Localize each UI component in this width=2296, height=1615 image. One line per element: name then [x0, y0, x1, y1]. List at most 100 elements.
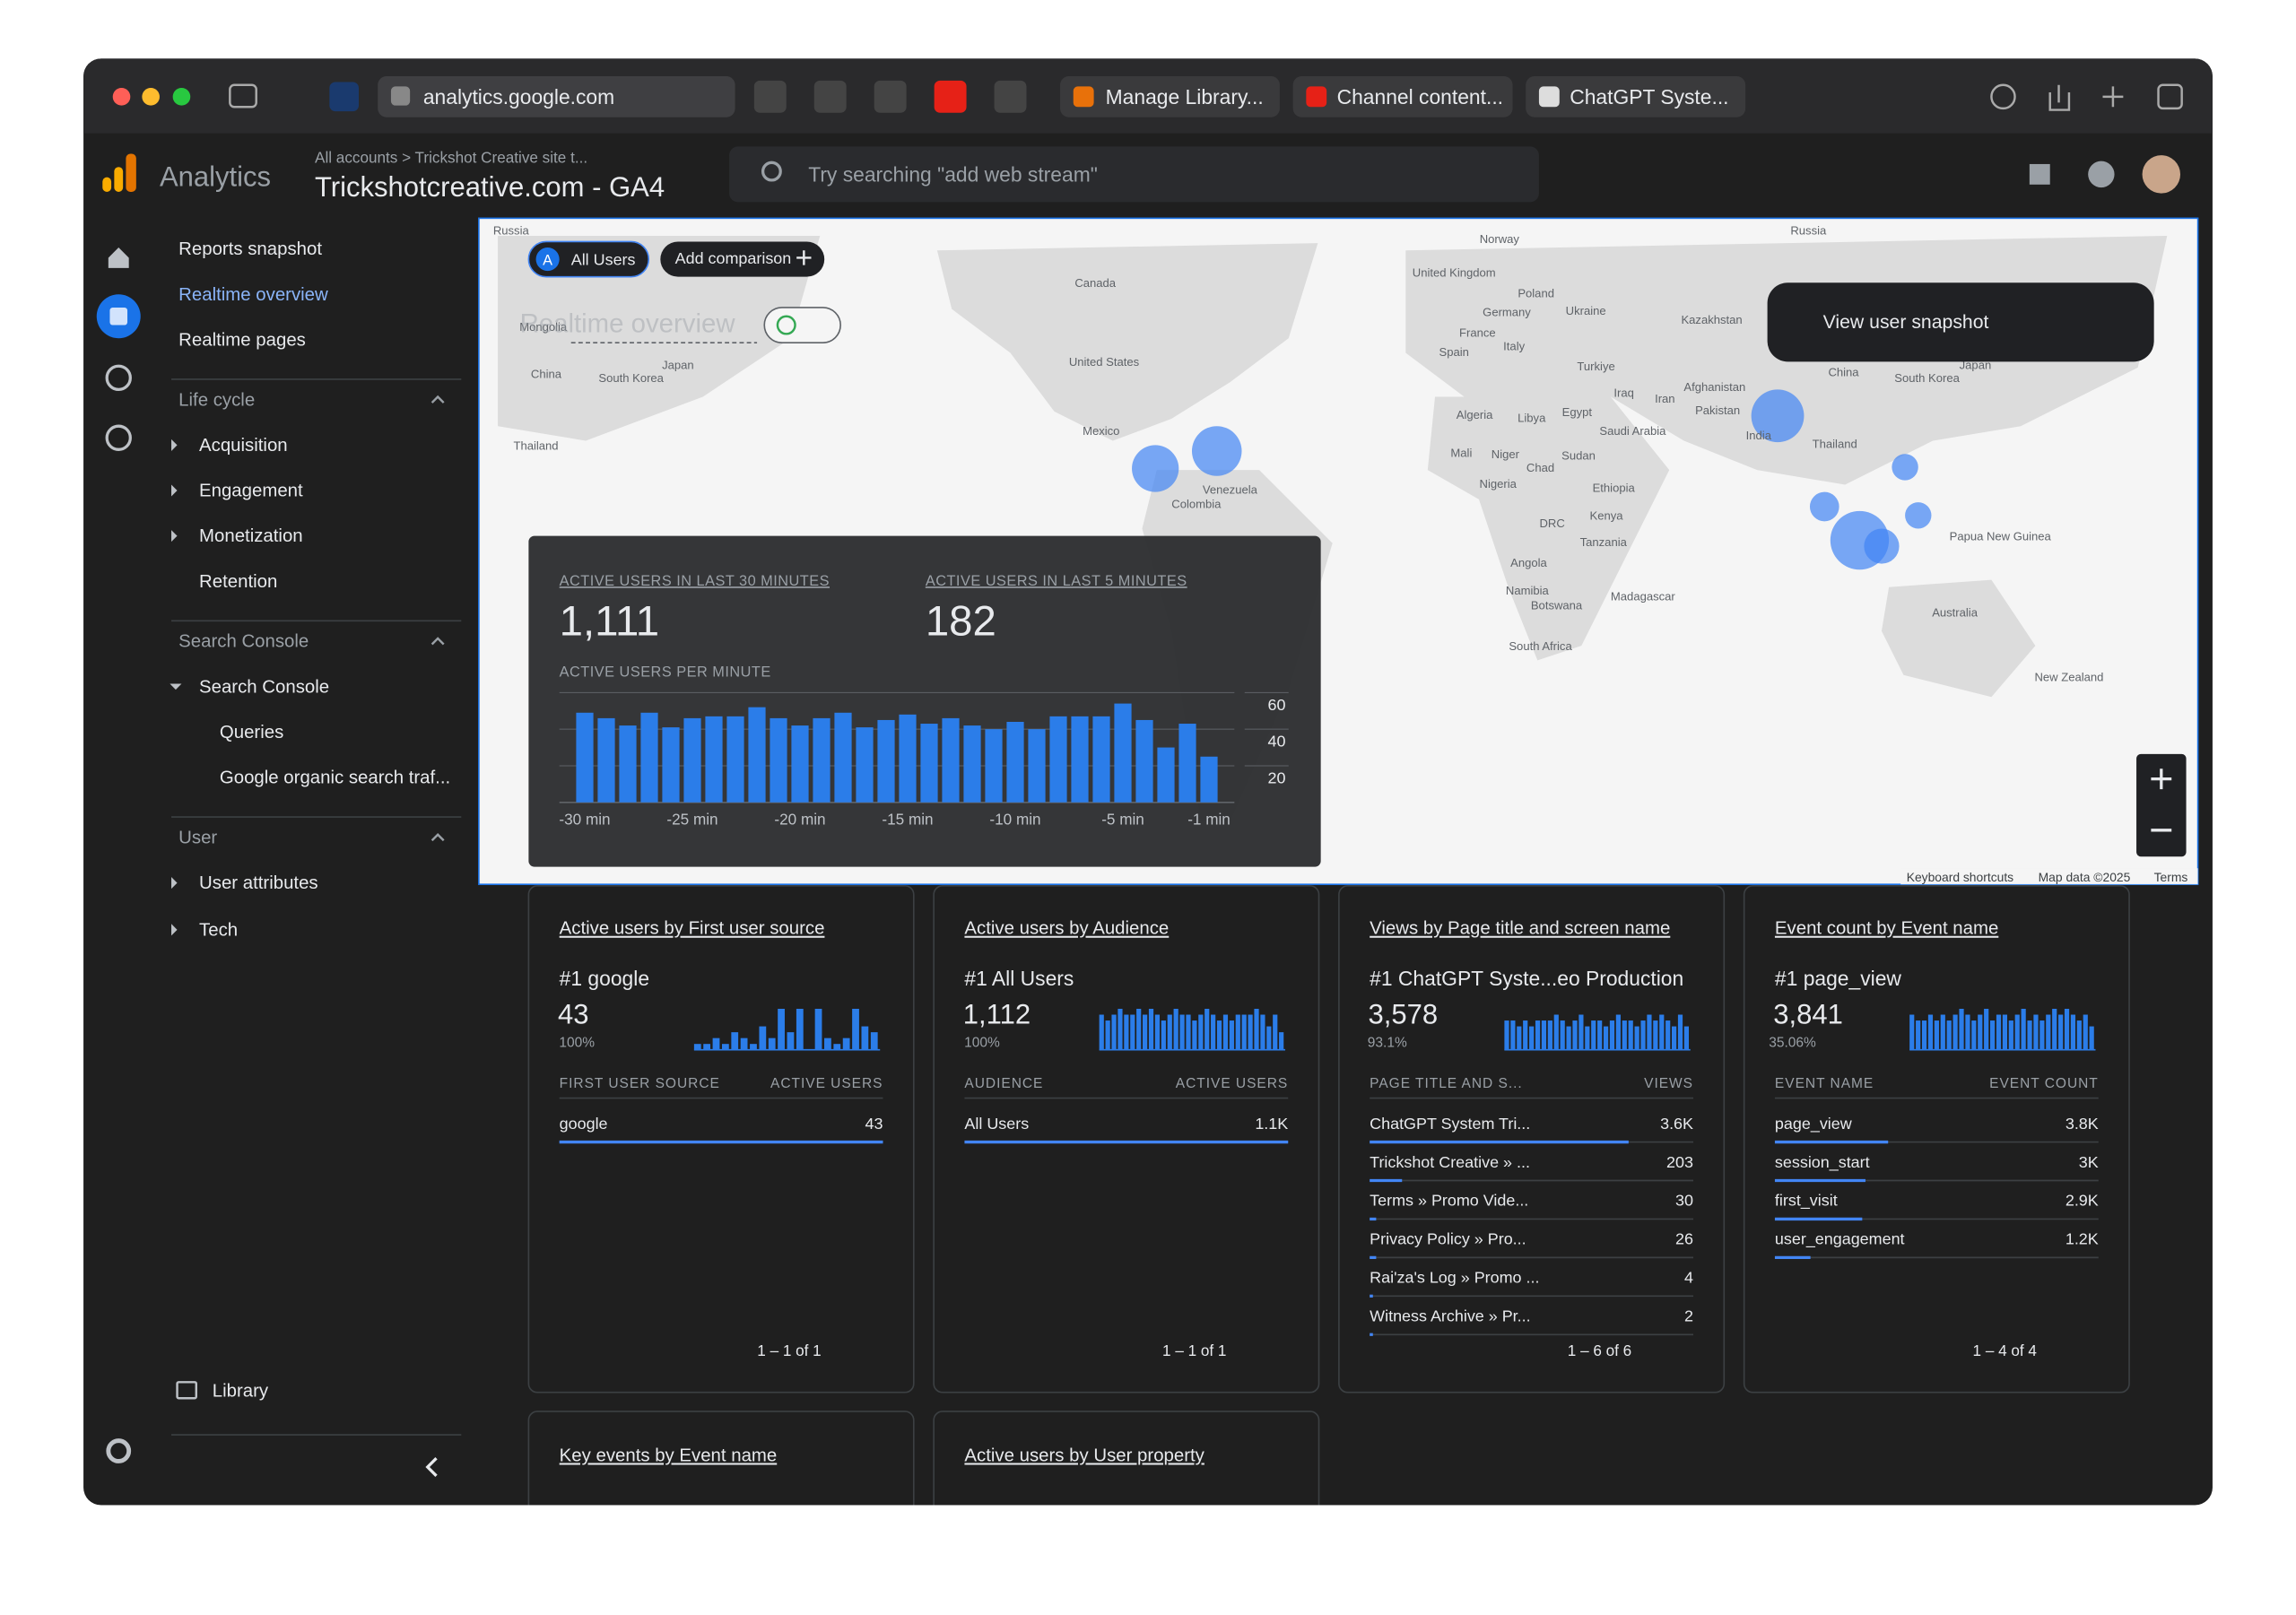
nav-item[interactable]: Google organic search traf... — [220, 768, 450, 788]
x-tick-label: -1 min — [1187, 810, 1231, 828]
nav-item[interactable]: Monetization — [199, 526, 303, 546]
row-label: google — [560, 1115, 608, 1133]
search-box[interactable] — [729, 146, 1539, 203]
url-text: analytics.google.com — [423, 85, 614, 109]
bar — [640, 712, 658, 803]
add-comparison-chip[interactable] — [660, 241, 825, 277]
row-label: All Users — [964, 1115, 1029, 1133]
nav-item[interactable]: Realtime overview — [178, 285, 328, 305]
map-footer[interactable]: Map data ©2025 — [2039, 870, 2131, 884]
close-button[interactable] — [112, 88, 131, 106]
tab-icon[interactable] — [329, 82, 359, 112]
top-value: 43 — [558, 998, 589, 1029]
avatar[interactable] — [2142, 155, 2181, 194]
nav-item[interactable]: Acquisition — [199, 436, 288, 456]
download-icon[interactable] — [1990, 83, 2016, 110]
card-title[interactable]: Active users by User property — [964, 1446, 1205, 1465]
nav-item[interactable]: Library — [213, 1382, 269, 1402]
sparkline-bar — [1273, 1014, 1278, 1050]
pinned-tab[interactable] — [874, 80, 907, 113]
map-label: Thailand — [1813, 438, 1857, 451]
apps-icon[interactable] — [2029, 163, 2050, 185]
column-header: ACTIVE USERS — [1176, 1076, 1288, 1091]
bar — [1049, 716, 1067, 803]
settings-icon[interactable] — [106, 1438, 132, 1463]
tab[interactable] — [1526, 75, 1746, 117]
row-label: Privacy Policy » Pro... — [1370, 1230, 1526, 1248]
card-title[interactable]: Active users by First user source — [560, 919, 825, 939]
sparkline-bar — [2064, 1008, 2070, 1050]
sparkline-bar — [1671, 1026, 1677, 1050]
chip-text[interactable]: Add comparison — [675, 249, 792, 267]
zoom-controls[interactable] — [2136, 753, 2187, 857]
expand-caret — [170, 683, 182, 690]
expand-caret — [171, 530, 178, 543]
chip-text[interactable]: All Users — [571, 251, 636, 269]
pinned-tab[interactable] — [753, 80, 787, 113]
sparkline-bar — [861, 1026, 869, 1050]
bar — [662, 727, 680, 803]
tab-title[interactable]: ChatGPT Syste... — [1570, 85, 1728, 109]
sparkline-bar — [2083, 1014, 2088, 1050]
nav-item[interactable]: Reports snapshot — [178, 239, 322, 259]
breadcrumb[interactable]: All accounts > Trickshot Creative site t… — [315, 148, 587, 166]
tab-title[interactable]: Manage Library... — [1106, 85, 1264, 109]
pinned-tab[interactable] — [994, 80, 1027, 113]
sparkline-bar — [852, 1008, 859, 1050]
audience-chip[interactable] — [527, 240, 650, 278]
tab-title[interactable]: Channel content... — [1337, 85, 1503, 109]
nav-item[interactable]: Realtime pages — [178, 330, 306, 350]
sparkline-bar — [1578, 1014, 1584, 1050]
explore-icon[interactable] — [105, 364, 132, 392]
expand-caret — [171, 877, 178, 890]
row-label: first_visit — [1775, 1192, 1838, 1211]
pinned-tab[interactable] — [934, 80, 967, 113]
x-tick-label: -10 min — [989, 810, 1040, 828]
minimize-button[interactable] — [142, 88, 160, 106]
map-footer[interactable]: Keyboard shortcuts — [1907, 870, 2013, 884]
nav-section[interactable]: Life cycle — [178, 390, 255, 410]
sparkline-bar — [1529, 1026, 1535, 1050]
nav-item[interactable]: Tech — [199, 920, 238, 940]
card-title[interactable]: Views by Page title and screen name — [1370, 919, 1670, 939]
sparkline-bar — [1222, 1014, 1229, 1050]
status-chip[interactable] — [763, 307, 841, 343]
property-selector[interactable]: Trickshotcreative.com - GA4 — [315, 171, 665, 203]
sparkline-bar — [2014, 1014, 2020, 1050]
new-tab-icon[interactable] — [2102, 86, 2124, 108]
zoom-button[interactable] — [172, 88, 191, 106]
tabs-icon[interactable] — [2157, 83, 2183, 110]
nav-item[interactable]: User attributes — [199, 873, 318, 893]
map-label: China — [1828, 366, 1859, 379]
url-bar[interactable] — [378, 75, 735, 117]
map-footer[interactable]: Terms — [2154, 870, 2188, 884]
nav-item[interactable]: Queries — [220, 723, 283, 742]
tab[interactable] — [1292, 75, 1513, 117]
sidebar-icon[interactable] — [229, 83, 257, 109]
card-title[interactable]: Event count by Event name — [1775, 919, 1998, 939]
sparkline-bar — [1659, 1014, 1665, 1050]
home-icon[interactable] — [108, 247, 129, 268]
nav-section[interactable]: Search Console — [178, 632, 309, 652]
toolbar-button[interactable]: View user snapshot — [1823, 312, 1989, 333]
sparkline-bar — [1984, 1008, 1989, 1050]
row-label: Rai'za's Log » Promo ... — [1370, 1269, 1539, 1287]
sparkline-bar — [1952, 1014, 1958, 1050]
map-label: Egypt — [1562, 405, 1593, 419]
pinned-tab[interactable] — [813, 80, 847, 113]
nav-item[interactable]: Retention — [199, 572, 277, 592]
card-title[interactable]: Key events by Event name — [560, 1446, 778, 1465]
bar — [683, 717, 701, 803]
sparkline-bar — [1615, 1014, 1621, 1050]
nav-item[interactable]: Search Console — [199, 677, 329, 697]
help-icon[interactable] — [2088, 161, 2115, 188]
share-icon[interactable] — [2048, 84, 2071, 111]
plus-icon — [796, 250, 812, 265]
nav-section[interactable]: User — [178, 828, 217, 847]
tab[interactable] — [1060, 75, 1280, 117]
advertising-icon[interactable] — [105, 424, 132, 451]
search-icon — [761, 161, 782, 182]
nav-item[interactable]: Engagement — [199, 482, 303, 501]
collapse-icon[interactable] — [425, 1457, 438, 1477]
card-title[interactable]: Active users by Audience — [964, 919, 1169, 939]
